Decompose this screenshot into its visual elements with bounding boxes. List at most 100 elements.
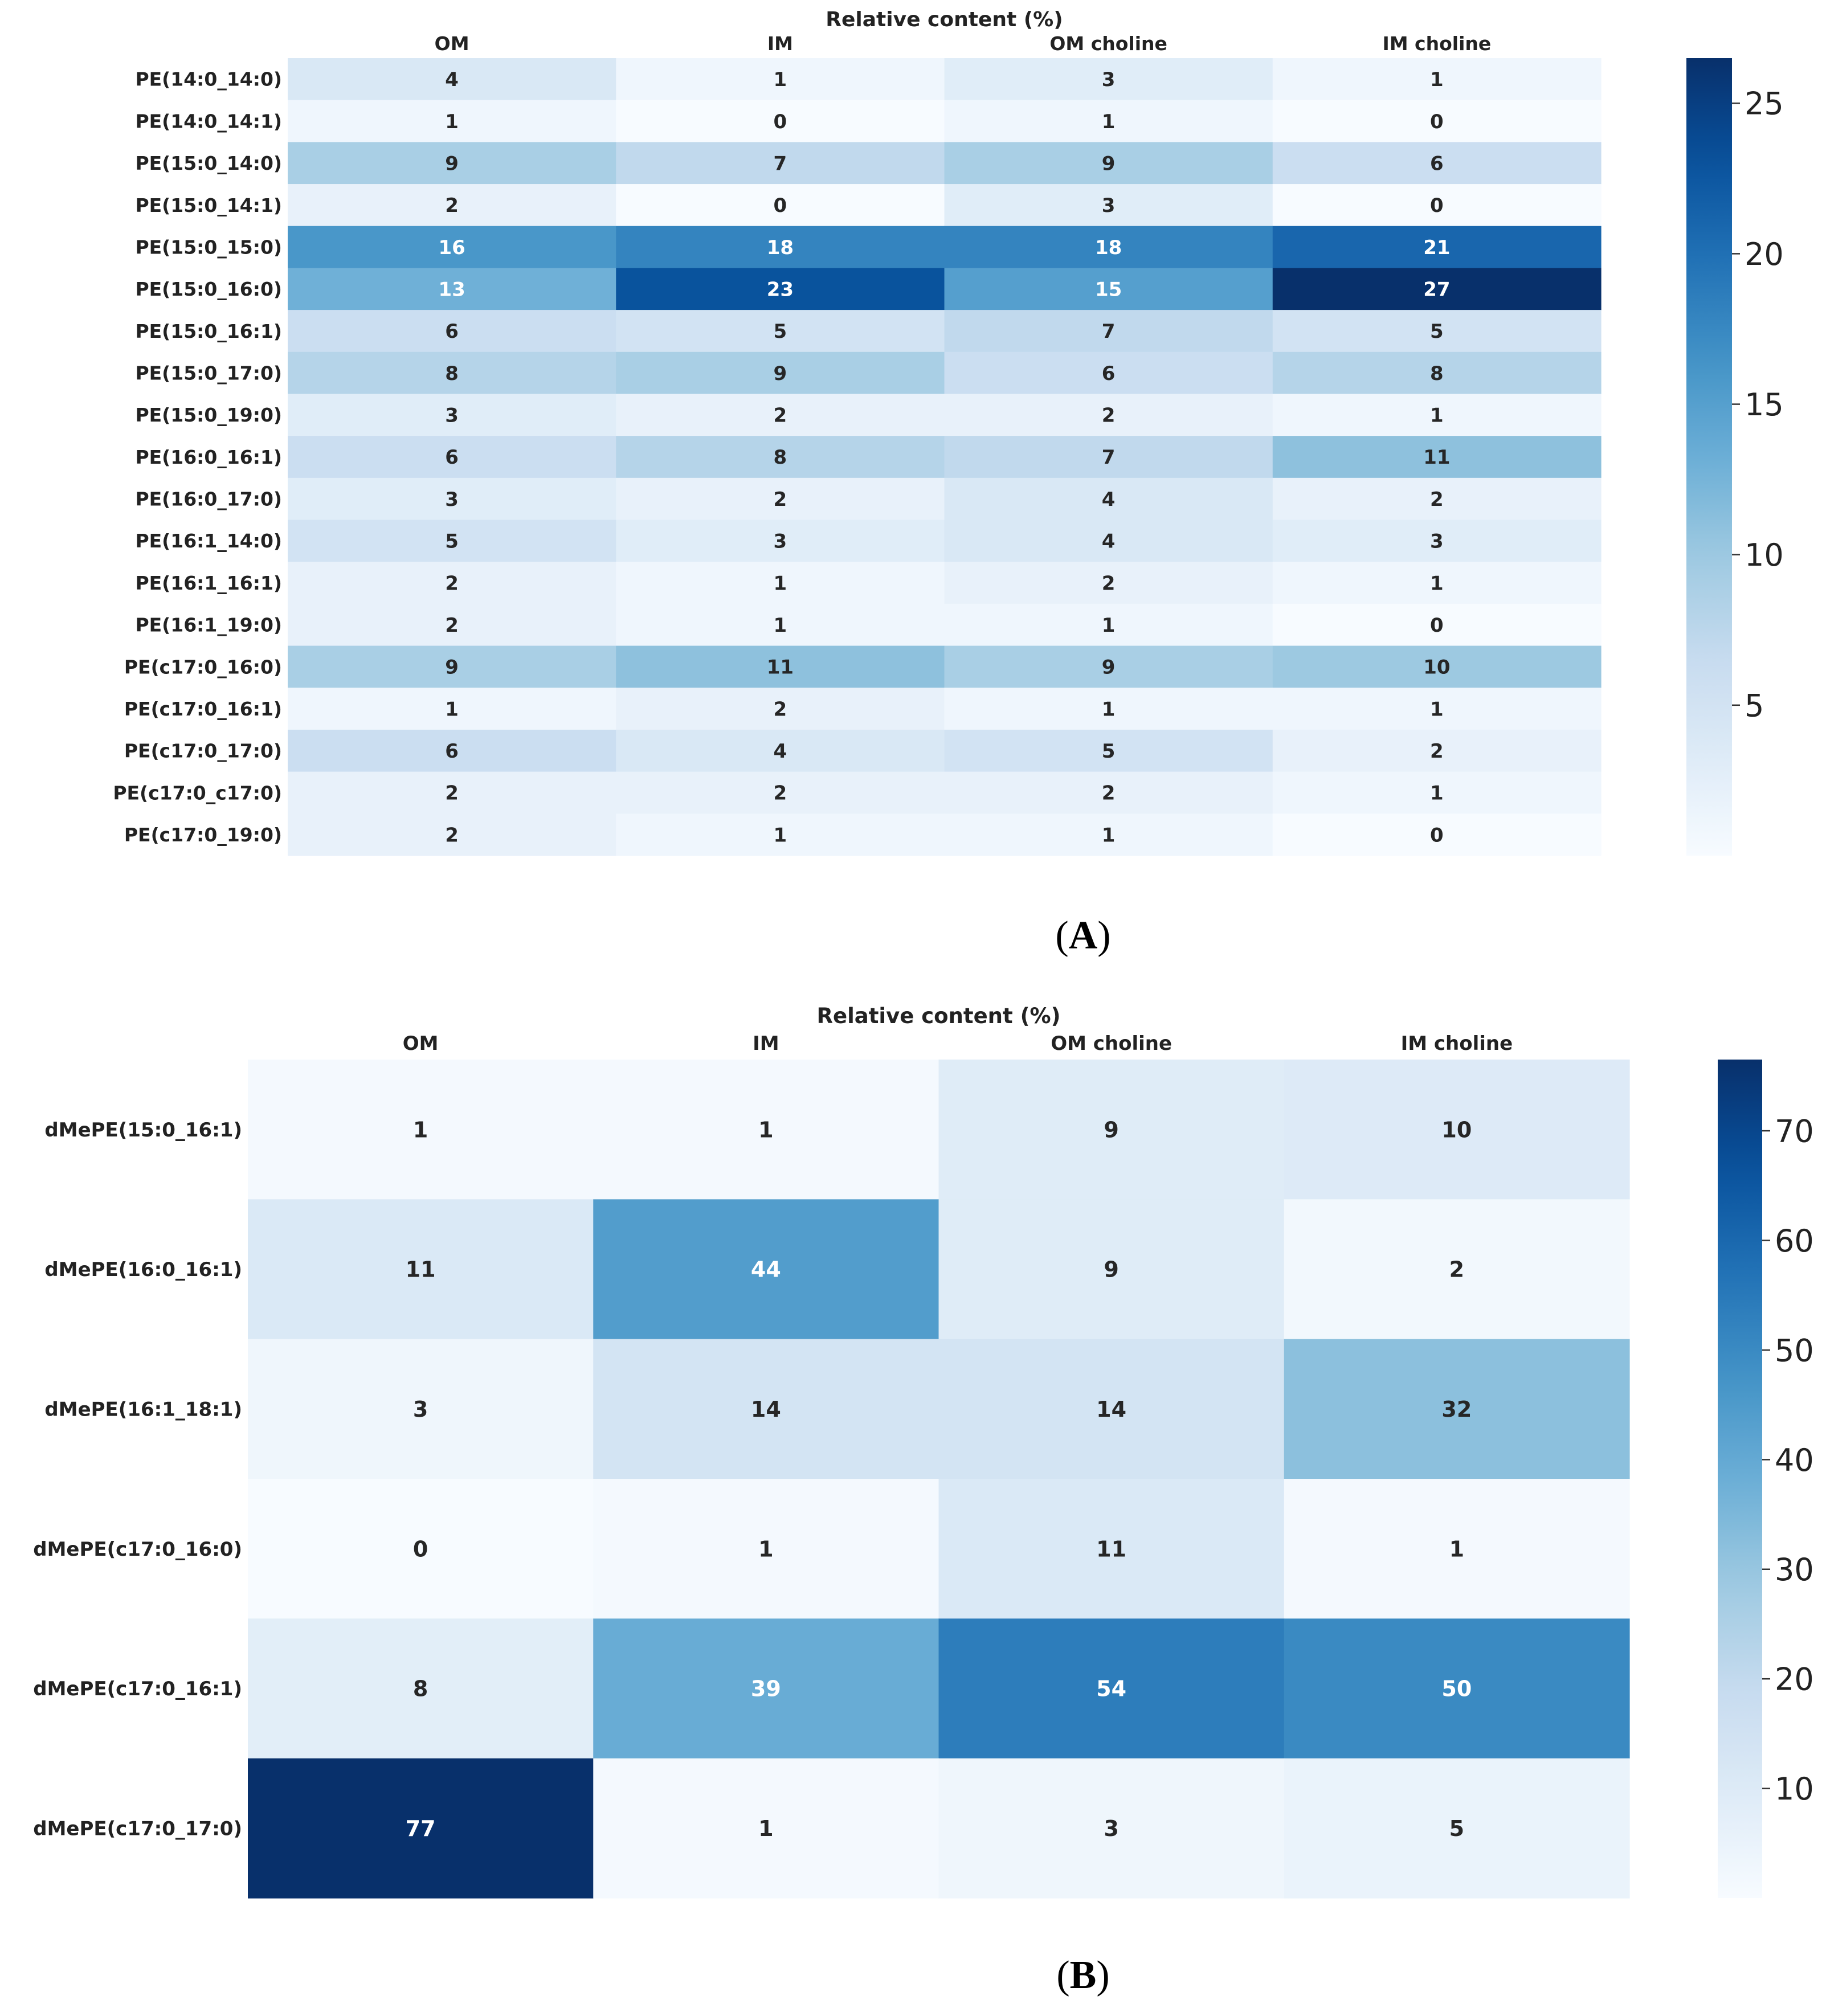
colorbar-tick-label: 20 bbox=[1745, 236, 1784, 272]
heatmap-cell bbox=[616, 58, 945, 101]
heatmap-cell bbox=[593, 1758, 939, 1899]
row-label: PE(16:0_17:0) bbox=[135, 488, 282, 510]
row-label: PE(15:0_15:0) bbox=[135, 236, 282, 258]
cell-value-label: 8 bbox=[445, 362, 459, 385]
column-label: OM bbox=[435, 32, 469, 55]
heatmap-cell bbox=[1272, 688, 1602, 730]
row-label: dMePE(16:0_16:1) bbox=[44, 1258, 242, 1281]
cell-value-label: 5 bbox=[774, 320, 787, 343]
cell-value-label: 9 bbox=[445, 152, 459, 175]
cell-value-label: 2 bbox=[445, 782, 459, 805]
column-label: OM choline bbox=[1051, 1032, 1172, 1055]
row-label: PE(c17:0_16:1) bbox=[124, 698, 282, 720]
cell-value-label: 1 bbox=[774, 572, 787, 595]
heatmap-cell bbox=[1272, 310, 1602, 353]
heatmap-cell bbox=[248, 1060, 594, 1200]
heatmap-cell bbox=[944, 645, 1273, 688]
heatmap-cell bbox=[944, 310, 1273, 353]
colorbar bbox=[1718, 1060, 1762, 1898]
heatmap-cell bbox=[288, 436, 616, 479]
heatmap-b-title: Relative content (%) bbox=[817, 1004, 1061, 1028]
column-label: OM bbox=[403, 1032, 439, 1055]
heatmap-figure-b: Relative content (%) (B) OM IM OM choline I… bbox=[0, 991, 1822, 2016]
heatmap-cell bbox=[1272, 477, 1602, 521]
cell-value-label: 3 bbox=[1102, 68, 1116, 91]
cell-value-label: 1 bbox=[1430, 698, 1444, 721]
row-label: PE(c17:0_c17:0) bbox=[113, 782, 282, 804]
cell-value-label: 3 bbox=[774, 530, 787, 553]
heatmap-cell bbox=[1272, 226, 1602, 269]
heatmap-cell bbox=[288, 184, 616, 227]
heatmap-cell bbox=[1284, 1758, 1630, 1899]
heatmap-cell bbox=[944, 58, 1273, 101]
row-label: PE(16:0_16:1) bbox=[135, 446, 282, 468]
cell-value-label: 4 bbox=[1102, 530, 1116, 553]
heatmap-cell bbox=[1272, 351, 1602, 395]
cell-value-label: 4 bbox=[774, 740, 787, 763]
cell-value-label: 2 bbox=[1102, 782, 1116, 805]
panel-label-b: (B) bbox=[1056, 1953, 1109, 1997]
cell-value-label: 4 bbox=[1102, 488, 1116, 511]
heatmap-cell bbox=[944, 394, 1273, 436]
cell-value-label: 27 bbox=[1423, 279, 1450, 301]
cell-value-label: 0 bbox=[774, 194, 787, 217]
heatmap-cell bbox=[1284, 1618, 1630, 1759]
cell-value-label: 23 bbox=[767, 279, 794, 301]
cell-value-label: 1 bbox=[413, 1117, 428, 1142]
cell-value-label: 1 bbox=[1102, 824, 1116, 847]
heatmap-cell bbox=[288, 688, 616, 730]
row-label: PE(c17:0_17:0) bbox=[124, 740, 282, 762]
cell-value-label: 32 bbox=[1441, 1397, 1472, 1422]
row-label: PE(14:0_14:1) bbox=[135, 110, 282, 132]
colorbar-tick-label: 25 bbox=[1745, 86, 1784, 122]
panel-label-paren: ) bbox=[1096, 1953, 1109, 1997]
heatmap-cell bbox=[288, 729, 616, 772]
cell-value-label: 3 bbox=[1104, 1816, 1118, 1841]
row-label: PE(16:1_14:0) bbox=[135, 530, 282, 552]
heatmap-cell bbox=[593, 1060, 939, 1200]
row-label: PE(15:0_14:1) bbox=[135, 194, 282, 216]
heatmap-cell bbox=[944, 520, 1273, 562]
heatmap-cell bbox=[616, 100, 945, 142]
heatmap-cell bbox=[593, 1199, 939, 1340]
panel-label-paren: ( bbox=[1055, 914, 1068, 958]
cell-value-label: 2 bbox=[1102, 404, 1116, 427]
cell-value-label: 11 bbox=[1423, 446, 1450, 469]
cell-value-label: 1 bbox=[1102, 111, 1116, 133]
heatmap-cell bbox=[944, 729, 1273, 772]
cell-value-label: 0 bbox=[1430, 824, 1444, 847]
cell-value-label: 2 bbox=[445, 572, 459, 595]
column-label: OM choline bbox=[1049, 32, 1167, 55]
heatmap-cell bbox=[1272, 142, 1602, 185]
cell-value-label: 11 bbox=[406, 1257, 436, 1282]
heatmap-cell bbox=[944, 436, 1273, 479]
heatmap-cell bbox=[1272, 436, 1602, 479]
heatmap-cell bbox=[1272, 771, 1602, 814]
row-label: PE(16:1_16:1) bbox=[135, 572, 282, 594]
heatmap-cell bbox=[1272, 58, 1602, 101]
cell-value-label: 1 bbox=[1430, 572, 1444, 595]
heatmap-cell bbox=[1272, 729, 1602, 772]
cell-value-label: 6 bbox=[1430, 152, 1444, 175]
colorbar-tick-label: 15 bbox=[1745, 387, 1784, 423]
column-label: IM bbox=[753, 1032, 779, 1055]
cell-value-label: 18 bbox=[1095, 236, 1122, 259]
cell-value-label: 2 bbox=[1430, 740, 1444, 763]
heatmap-cell bbox=[1272, 603, 1602, 647]
heatmap-cell bbox=[1272, 184, 1602, 227]
heatmap-cell bbox=[944, 688, 1273, 730]
cell-value-label: 3 bbox=[1102, 194, 1116, 217]
heatmap-cell bbox=[944, 100, 1273, 142]
heatmap-cell bbox=[616, 729, 945, 772]
panel-label-letter: A bbox=[1069, 914, 1098, 958]
cell-value-label: 8 bbox=[774, 446, 787, 469]
cell-value-label: 0 bbox=[774, 111, 787, 133]
heatmap-cell bbox=[1272, 268, 1602, 310]
heatmap-cell bbox=[288, 142, 616, 185]
cell-value-label: 7 bbox=[1102, 320, 1116, 343]
cell-value-label: 6 bbox=[445, 740, 459, 763]
heatmap-cell bbox=[616, 142, 945, 185]
heatmap-cell bbox=[944, 184, 1273, 227]
heatmap-cell bbox=[288, 562, 616, 604]
heatmap-cell bbox=[248, 1479, 594, 1619]
